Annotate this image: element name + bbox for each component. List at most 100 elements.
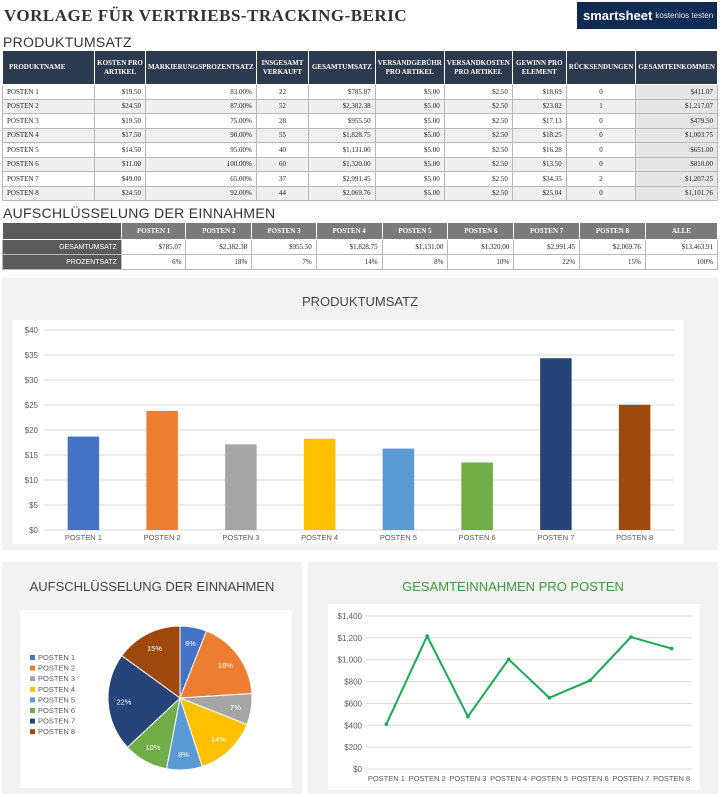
table-cell: 60: [255, 156, 310, 172]
legend-swatch: [30, 676, 35, 682]
table-cell: 44: [255, 185, 310, 201]
pie-data-label: 18%: [218, 661, 233, 670]
table-cell: $16.28: [511, 142, 567, 158]
column-header: MARKIERUNGSPROZENTSATZ: [144, 50, 257, 85]
pie-data-label: 6%: [185, 639, 196, 648]
column-header: RÜCKSENDUNGEN: [565, 50, 637, 85]
legend-swatch: [30, 665, 35, 671]
y-tick-label: $35: [25, 351, 39, 360]
table-cell: $2,382.38: [308, 98, 376, 114]
table-cell: 0: [565, 185, 637, 201]
y-tick-label: $20: [25, 426, 39, 435]
y-tick-label: $800: [344, 678, 362, 687]
bar-chart-title: PRODUKTUMSATZ: [301, 294, 419, 309]
table-row: POSTEN 4 $17.50 90.00% 55 $1,828.75 $5.00 $2.5…: [2, 127, 718, 143]
table-cell: $11.00: [94, 156, 146, 172]
table-cell: POSTEN 1: [2, 84, 95, 100]
table-cell: 0: [565, 127, 637, 143]
table-cell: $1,828.75: [308, 127, 376, 143]
bar: [382, 448, 415, 530]
table-cell: 6%: [120, 254, 187, 270]
legend-swatch: [30, 686, 35, 692]
pie-slice: [179, 630, 253, 699]
table-cell: 18%: [185, 254, 253, 270]
y-tick-label: $0: [29, 526, 38, 535]
x-tick-label: POSTEN 1: [368, 774, 405, 783]
table-cell: $955.50: [308, 113, 376, 129]
table-row: GESAMTUMSATZ $785.07 $2,382.38 $955.50 $1,82…: [2, 239, 719, 255]
bar: [540, 358, 572, 530]
table-cell: $2.50: [443, 84, 513, 100]
table-cell: $651.00: [635, 142, 718, 158]
legend-label: POSTEN 5: [38, 695, 75, 704]
legend-label: POSTEN 7: [38, 717, 75, 726]
table-cell: $17.13: [511, 113, 567, 129]
table-cell: $2,069.76: [579, 239, 646, 255]
table-cell: 14%: [315, 254, 383, 270]
data-point: [506, 657, 511, 662]
table-cell: $2.50: [443, 98, 513, 114]
legend-label: POSTEN 3: [38, 674, 75, 683]
legend-swatch: [30, 708, 35, 713]
table-cell: POSTEN 5: [2, 142, 95, 158]
table-cell: $479.50: [635, 113, 718, 129]
table-cell: 0: [565, 156, 637, 172]
table-cell: $24.50: [94, 98, 146, 114]
y-tick-label: $1,000: [338, 656, 363, 665]
table-cell: 83.00%: [144, 84, 257, 100]
y-tick-label: $400: [344, 721, 362, 730]
table-cell: $2,991.45: [513, 239, 581, 255]
legend-label: POSTEN 1: [38, 653, 75, 662]
column-header: VERSANDGEBÜHR PRO ARTIKEL: [374, 50, 445, 85]
legend-label: POSTEN 4: [38, 685, 75, 694]
smartsheet-banner[interactable]: smartsheet kostenlos testen: [577, 2, 717, 29]
table-cell: $2,991.45: [308, 171, 376, 187]
table-corner-cell: [2, 222, 122, 240]
bar: [461, 462, 493, 530]
x-tick-label: POSTEN 6: [459, 533, 496, 542]
table-cell: $13,463.91: [644, 239, 719, 255]
table-cell: $34.35: [511, 171, 567, 187]
table-cell: POSTEN 3: [2, 113, 95, 129]
legend-label: POSTEN 6: [38, 706, 75, 715]
pie-slice: [121, 625, 181, 699]
table-cell: $5.00: [374, 185, 445, 201]
table-cell: $1,131.00: [381, 239, 449, 255]
bar: [618, 404, 651, 530]
table-cell: 90.00%: [144, 127, 257, 143]
table-cell: $18.69: [511, 84, 567, 100]
pie-data-label: 10%: [145, 743, 160, 752]
pie-slice: [107, 654, 181, 748]
table-cell: POSTEN 2: [2, 98, 95, 114]
table-cell: $411.07: [635, 84, 718, 100]
table-cell: 8%: [381, 254, 449, 270]
table-cell: $49.00: [94, 171, 146, 187]
column-header: VERSANDKOSTEN PRO ARTIKEL: [443, 50, 513, 85]
column-header: GEWINN PRO ELEMENT: [511, 50, 567, 85]
table-cell: 65.00%: [144, 171, 257, 187]
table-cell: $5.00: [374, 84, 445, 100]
table-cell: 95.00%: [144, 142, 257, 158]
table-row: POSTEN 1 $19.50 83.00% 22 $785.07 $5.00 $2.50 $…: [2, 84, 718, 100]
legend-label: POSTEN 2: [38, 664, 75, 673]
table-cell: $5.00: [374, 156, 445, 172]
table-cell: 87.00%: [144, 98, 257, 114]
column-header: POSTEN 2: [185, 222, 253, 240]
x-tick-label: POSTEN 8: [653, 774, 690, 783]
legend-swatch: [30, 697, 35, 703]
y-tick-label: $25: [25, 401, 39, 410]
table-cell: 0: [565, 113, 637, 129]
table-cell: 55: [255, 127, 310, 143]
table-cell: $2.50: [443, 127, 513, 143]
table-cell: $5.00: [374, 171, 445, 187]
table-cell: 15%: [579, 254, 646, 270]
column-header: PRODUKTNAME: [2, 50, 95, 85]
table-cell: $955.50: [251, 239, 317, 255]
column-header: POSTEN 7: [513, 222, 581, 240]
table-row: PROZENTSATZ 6% 18% 7% 14% 8% 10% 22% 15% 100%: [2, 254, 719, 270]
pie-data-label: 15%: [147, 644, 162, 653]
table-cell: 75.00%: [144, 113, 257, 129]
table-cell: $1,320.00: [308, 156, 376, 172]
table-cell: 10%: [447, 254, 515, 270]
